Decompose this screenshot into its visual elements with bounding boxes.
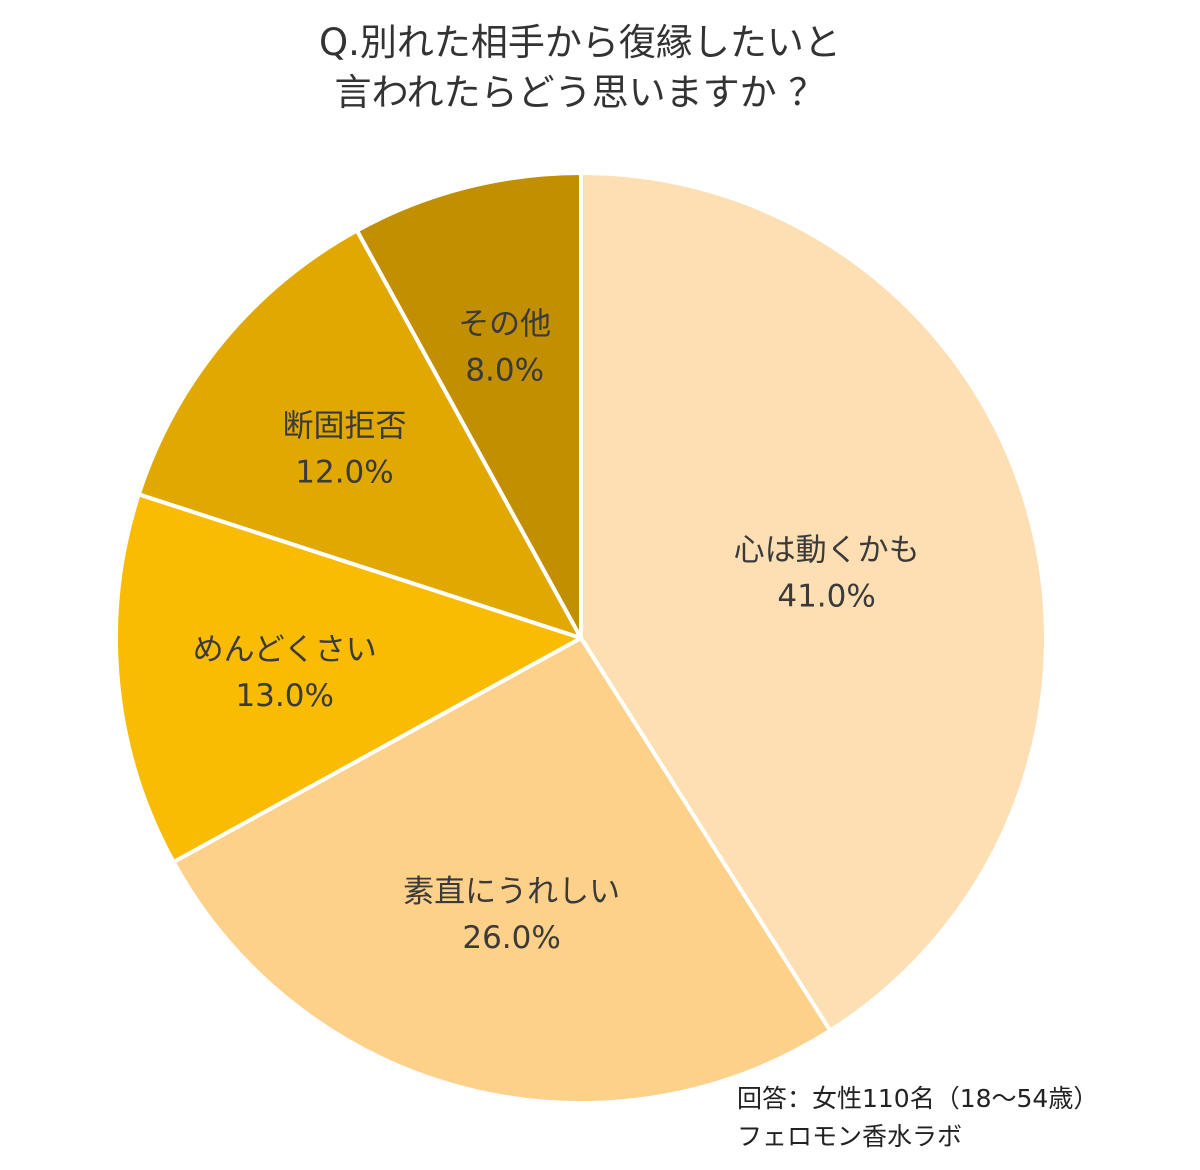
slice-value-4: 12.0% [295, 454, 393, 490]
slice-label-1: 心は動くかも [734, 533, 920, 569]
slice-label-4: 断固拒否 [283, 408, 407, 444]
slice-value-5: 8.0% [465, 353, 544, 389]
pie-slice-1 [579, 171, 1048, 1033]
chart-title-line-1: Q.別れた相手から復縁したいと [319, 21, 841, 64]
chart-title: Q.別れた相手から復縁したいと 言われたらどう思いますか ？ [0, 18, 1160, 118]
pie-slices [114, 171, 1048, 1105]
slice-value-1: 41.0% [777, 579, 875, 615]
slice-value-2: 26.0% [462, 920, 560, 956]
pie-slice-4 [136, 228, 583, 640]
slice-label-3: めんどくさい [193, 632, 377, 668]
slice-value-3: 13.0% [235, 678, 333, 714]
pie-slice-2 [171, 636, 833, 1105]
slice-label-2: 素直にうれしい [403, 874, 620, 910]
source-note: フェロモン香水ラボ [737, 1122, 963, 1151]
pie-slice-3 [114, 492, 583, 865]
chart-title-line-2: 言われたらどう思いますか ？ [334, 71, 826, 114]
slice-label-5: その他 [458, 307, 551, 343]
footnote: 回答：女性110名（18～54歳） フェロモン香水ラボ [737, 1080, 1098, 1156]
respondents-note: 回答：女性110名（18～54歳） [737, 1084, 1099, 1113]
pie-slice-5 [354, 171, 583, 640]
pie-labels: 心は動くかも 41.0% 素直にうれしい 26.0% めんどくさい 13.0% 断固拒否 12… [193, 307, 920, 957]
